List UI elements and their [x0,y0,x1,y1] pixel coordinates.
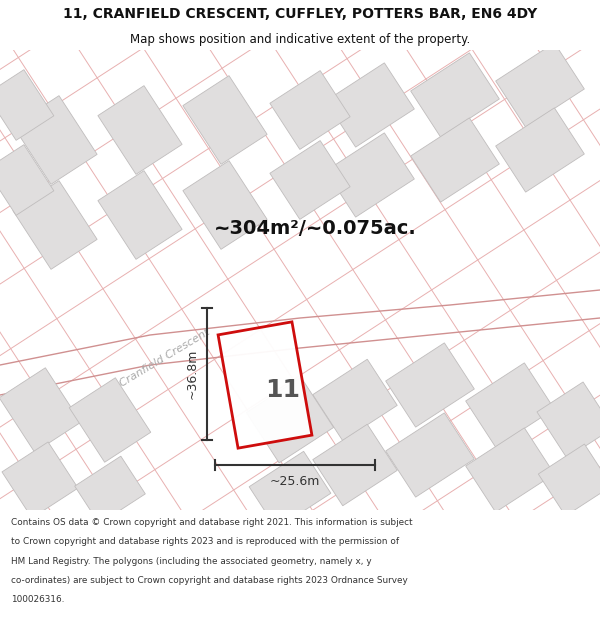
Polygon shape [98,86,182,174]
Polygon shape [13,181,97,269]
Polygon shape [0,69,54,141]
Polygon shape [496,43,584,127]
Text: ~36.8m: ~36.8m [186,349,199,399]
Polygon shape [69,378,151,462]
Polygon shape [538,444,600,516]
Text: ~304m²/~0.075ac.: ~304m²/~0.075ac. [214,219,416,238]
Polygon shape [410,118,499,202]
Polygon shape [183,161,267,249]
Polygon shape [249,451,331,529]
Polygon shape [386,343,475,427]
Text: Map shows position and indicative extent of the property.: Map shows position and indicative extent… [130,32,470,46]
Polygon shape [98,171,182,259]
Text: 11, CRANFIELD CRESCENT, CUFFLEY, POTTERS BAR, EN6 4DY: 11, CRANFIELD CRESCENT, CUFFLEY, POTTERS… [63,7,537,21]
Polygon shape [247,377,334,463]
Text: to Crown copyright and database rights 2023 and is reproduced with the permissio: to Crown copyright and database rights 2… [11,538,399,546]
Polygon shape [2,442,78,518]
Polygon shape [537,382,600,458]
Polygon shape [466,428,554,512]
Text: 100026316.: 100026316. [11,596,64,604]
Polygon shape [326,63,415,147]
Polygon shape [466,363,554,447]
Text: co-ordinates) are subject to Crown copyright and database rights 2023 Ordnance S: co-ordinates) are subject to Crown copyr… [11,576,407,585]
Text: Cranfield Crescent: Cranfield Crescent [118,327,212,389]
Polygon shape [270,71,350,149]
Text: HM Land Registry. The polygons (including the associated geometry, namely x, y: HM Land Registry. The polygons (includin… [11,557,371,566]
Polygon shape [0,144,54,216]
Polygon shape [183,76,267,164]
Polygon shape [13,96,97,184]
Polygon shape [410,53,499,137]
Text: 11: 11 [265,378,301,402]
Polygon shape [386,413,475,497]
Polygon shape [0,368,81,452]
Polygon shape [496,108,584,192]
Polygon shape [326,133,415,217]
Text: ~25.6m: ~25.6m [270,475,320,488]
Polygon shape [313,424,397,506]
Polygon shape [218,322,312,448]
Polygon shape [270,141,350,219]
Text: Contains OS data © Crown copyright and database right 2021. This information is : Contains OS data © Crown copyright and d… [11,518,412,527]
Polygon shape [313,359,397,441]
Polygon shape [74,456,145,524]
